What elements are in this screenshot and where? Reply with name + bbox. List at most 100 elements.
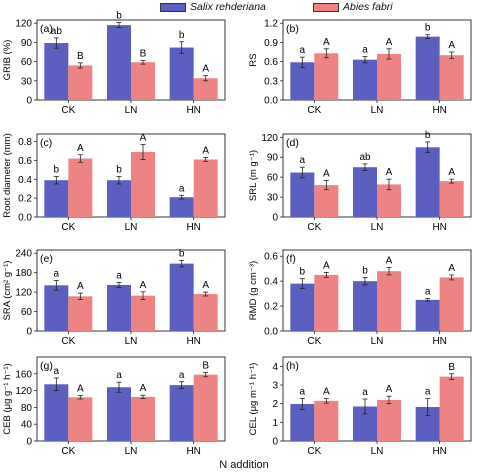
y-axis-label-e: SRA (cm² g⁻¹) — [2, 261, 13, 321]
x-tick-label-h-2: HN — [432, 446, 446, 457]
x-tick-label-c-2: HN — [186, 222, 200, 233]
legend: Salix rehderiana Abies fabri — [0, 0, 488, 16]
y-tick-label-e-1: 60 — [21, 307, 33, 318]
y-tick-label-h-0: 0 — [272, 437, 278, 448]
bar-c-LN-s0 — [107, 180, 131, 217]
bar-e-HN-s0 — [169, 263, 194, 331]
x-tick-label-f-0: CK — [307, 336, 321, 347]
y-tick-label-a-2: 60 — [21, 57, 33, 68]
x-tick-label-d-0: CK — [307, 222, 321, 233]
bar-e-CK-s1 — [68, 296, 93, 331]
bar-h-HN-s1 — [439, 376, 464, 441]
sig-letter-d-LN-s1: A — [386, 167, 393, 178]
legend-swatch-salix — [160, 2, 186, 12]
sig-letter-e-HN-s0: b — [179, 248, 185, 259]
y-axis-label-g: CEB (μg g⁻¹ h⁻¹) — [2, 363, 13, 434]
y-tick-label-g-2: 80 — [21, 403, 33, 414]
panel-label-c: (c) — [40, 137, 52, 149]
bar-g-CK-s1 — [68, 397, 93, 441]
sig-letter-b-HN-s0: b — [425, 23, 431, 34]
bar-d-HN-s0 — [415, 147, 440, 217]
y-tick-label-f-1: 0.2 — [264, 302, 278, 313]
sig-letter-h-CK-s0: a — [300, 386, 306, 397]
sig-letter-a-HN-s1: A — [202, 64, 209, 75]
sig-letter-e-LN-s1: A — [140, 280, 147, 291]
panel-label-e: (e) — [40, 253, 53, 265]
bar-c-LN-s1 — [131, 151, 155, 217]
bar-d-CK-s0 — [290, 172, 315, 217]
bar-f-CK-s0 — [290, 283, 315, 331]
bar-e-LN-s0 — [107, 284, 131, 331]
bar-d-CK-s1 — [314, 185, 339, 217]
y-tick-label-f-2: 0.4 — [264, 277, 278, 288]
bar-b-LN-s0 — [353, 59, 377, 100]
bar-b-CK-s1 — [314, 53, 339, 100]
y-tick-label-c-1: 0.2 — [18, 194, 32, 205]
sig-letter-g-CK-s0: a — [54, 366, 60, 377]
bar-b-HN-s1 — [439, 55, 464, 100]
sig-letter-d-HN-s1: A — [448, 167, 455, 178]
panel-label-h: (h) — [286, 360, 299, 372]
y-tick-label-d-1: 30 — [267, 193, 279, 204]
bar-a-CK-s0 — [44, 43, 69, 100]
sig-letter-b-CK-s1: A — [323, 37, 330, 48]
bar-f-HN-s0 — [415, 299, 440, 331]
x-tick-label-c-0: CK — [61, 222, 75, 233]
bar-a-CK-s1 — [68, 65, 93, 100]
bar-c-HN-s1 — [193, 159, 218, 217]
y-axis-label-f: RMD (g cm⁻³) — [248, 261, 259, 320]
bar-g-HN-s1 — [193, 374, 218, 441]
sig-letter-f-HN-s1: A — [448, 263, 455, 274]
y-tick-label-d-2: 60 — [267, 173, 279, 184]
sig-letter-c-LN-s0: b — [116, 164, 122, 175]
bar-c-CK-s1 — [68, 158, 93, 217]
bar-f-LN-s1 — [377, 271, 401, 331]
panel-label-a: (a) — [40, 23, 53, 35]
bar-c-HN-s0 — [169, 197, 194, 217]
sig-letter-d-LN-s0: ab — [359, 152, 371, 163]
sig-letter-c-LN-s1: A — [140, 132, 147, 143]
sig-letter-d-HN-s0: b — [425, 130, 431, 141]
sig-letter-c-HN-s1: A — [202, 146, 209, 157]
sig-letter-d-CK-s1: A — [323, 168, 330, 179]
bar-f-CK-s1 — [314, 274, 339, 331]
bar-b-LN-s1 — [377, 53, 401, 100]
bar-a-HN-s1 — [193, 78, 218, 100]
sig-letter-b-LN-s0: a — [362, 44, 368, 55]
y-tick-label-a-3: 90 — [21, 38, 33, 49]
y-axis-label-c: Root diameter (mm) — [2, 133, 13, 217]
legend-item-abies: Abies fabri — [313, 1, 393, 13]
y-tick-label-g-0: 0 — [26, 437, 32, 448]
bar-d-LN-s0 — [353, 167, 377, 217]
x-tick-label-f-1: LN — [371, 336, 384, 347]
x-tick-label-b-2: HN — [432, 105, 446, 116]
bar-a-LN-s0 — [107, 25, 131, 100]
bar-h-CK-s1 — [314, 400, 339, 441]
sig-letter-g-CK-s1: A — [77, 384, 84, 395]
y-tick-label-b-0: 0.0 — [264, 96, 278, 107]
bar-h-LN-s1 — [377, 399, 401, 441]
sig-letter-h-CK-s1: A — [323, 387, 330, 398]
y-tick-label-d-3: 90 — [267, 153, 279, 164]
sig-letter-g-HN-s1: B — [202, 361, 209, 372]
bar-a-LN-s1 — [131, 62, 155, 100]
sig-letter-e-LN-s0: a — [116, 270, 122, 281]
x-tick-label-c-1: LN — [125, 222, 138, 233]
bar-d-HN-s1 — [439, 181, 464, 217]
y-tick-label-b-3: 0.9 — [264, 38, 278, 49]
x-tick-label-e-2: HN — [186, 336, 200, 347]
bar-b-HN-s0 — [415, 36, 440, 100]
y-axis-label-h: CEL (μg m⁻¹ h⁻¹) — [248, 363, 259, 436]
x-tick-label-b-1: LN — [371, 105, 384, 116]
y-tick-label-f-3: 0.6 — [264, 252, 278, 263]
bar-f-HN-s1 — [439, 277, 464, 331]
panel-label-d: (d) — [286, 137, 299, 149]
y-tick-label-b-1: 0.3 — [264, 76, 278, 87]
x-tick-label-g-1: LN — [125, 446, 138, 457]
bar-f-LN-s0 — [353, 281, 377, 331]
y-axis-label-b: RS — [248, 53, 259, 66]
sig-letter-f-LN-s1: A — [386, 255, 393, 266]
bar-g-CK-s0 — [44, 384, 69, 441]
sig-letter-b-LN-s1: A — [386, 37, 393, 48]
